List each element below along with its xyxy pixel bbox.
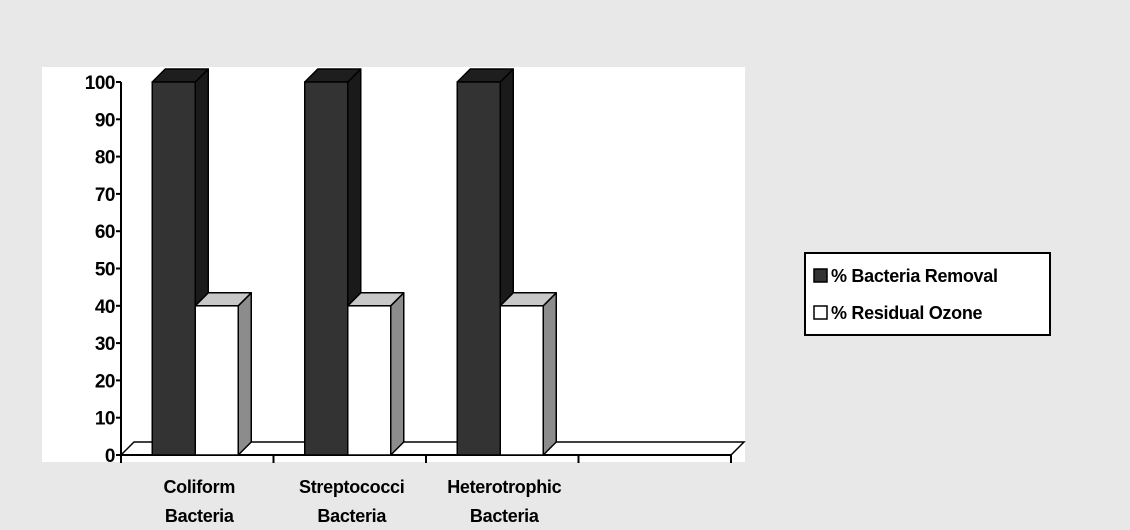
y-tick-label: 50 <box>95 260 115 281</box>
y-tick-label: 100 <box>85 73 115 94</box>
x-category-label: Heterotrophic <box>447 477 561 497</box>
bar-front-face <box>151 81 196 456</box>
legend-swatch <box>813 268 828 283</box>
bar-side-face <box>542 292 557 456</box>
x-category-label: Bacteria <box>165 506 235 525</box>
y-tick-label: 0 <box>105 446 115 467</box>
bar-front-face <box>194 305 239 456</box>
legend-box <box>804 252 1051 336</box>
bar-front-face <box>499 305 544 456</box>
legend-swatch <box>813 305 828 320</box>
chart-bars <box>151 68 557 456</box>
y-tick-label: 70 <box>95 185 115 206</box>
bar-front-face <box>347 305 392 456</box>
y-tick-label: 80 <box>95 148 115 169</box>
y-tick-label: 10 <box>95 409 115 430</box>
legend-label: % Residual Ozone <box>831 303 983 323</box>
y-tick-label: 90 <box>95 110 115 131</box>
bar-series2-cat3 <box>499 292 557 456</box>
x-category-label: Bacteria <box>470 506 540 525</box>
x-category-label: Coliform <box>163 477 235 497</box>
y-tick-label: 30 <box>95 334 115 355</box>
chart-labels: 0 10 20 30 40 50 60 70 80 90 100 Coliform Bacteria St… <box>85 73 562 526</box>
bar-front-face <box>456 81 501 456</box>
bar-series2-cat1 <box>194 292 252 456</box>
bar-series2-cat2 <box>347 292 405 456</box>
y-tick-label: 20 <box>95 371 115 392</box>
y-tick-label: 60 <box>95 222 115 243</box>
x-category-label: Streptococci <box>299 477 404 497</box>
chart-legend: % Bacteria Removal % Residual Ozone <box>804 252 1051 336</box>
bar-side-face <box>237 292 252 456</box>
bar-side-face <box>390 292 405 456</box>
legend-label: % Bacteria Removal <box>831 266 998 286</box>
bar-front-face <box>304 81 349 456</box>
y-tick-label: 40 <box>95 297 115 318</box>
x-category-label: Bacteria <box>317 506 387 525</box>
